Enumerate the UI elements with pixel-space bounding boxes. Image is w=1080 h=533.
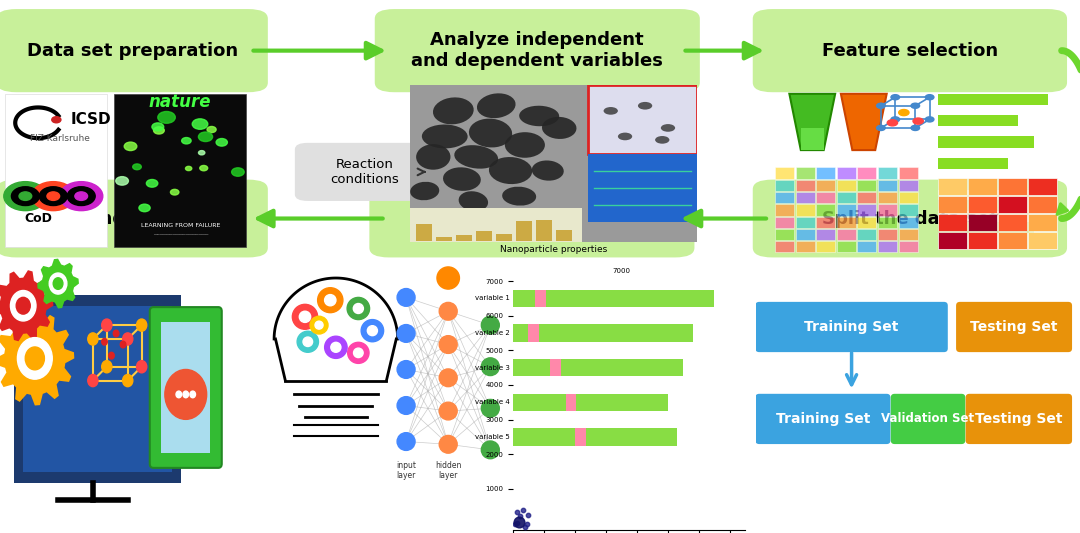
Text: Data set preparation: Data set preparation: [27, 42, 238, 60]
Text: Up and running: Up and running: [54, 209, 211, 228]
FancyBboxPatch shape: [369, 180, 694, 257]
FancyBboxPatch shape: [0, 9, 268, 92]
FancyBboxPatch shape: [295, 143, 434, 201]
FancyBboxPatch shape: [753, 180, 1067, 257]
Text: Reaction
conditions: Reaction conditions: [330, 158, 399, 186]
FancyBboxPatch shape: [375, 9, 700, 92]
FancyBboxPatch shape: [0, 180, 268, 257]
Text: Split the data set: Split the data set: [822, 209, 998, 228]
Text: Analyze independent
and dependent variables: Analyze independent and dependent variab…: [411, 31, 663, 70]
FancyBboxPatch shape: [753, 9, 1067, 92]
Text: Feature selection: Feature selection: [822, 42, 998, 60]
Text: Algorithm selection
and evaluation: Algorithm selection and evaluation: [433, 199, 631, 238]
